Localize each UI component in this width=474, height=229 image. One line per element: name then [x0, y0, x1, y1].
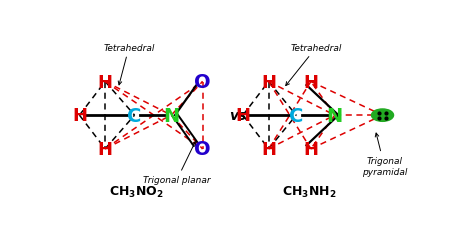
- Text: H: H: [303, 140, 319, 158]
- Text: $\mathit{\mathbf{CH_3NO_2}}$: $\mathit{\mathbf{CH_3NO_2}}$: [109, 185, 164, 200]
- Text: N: N: [327, 106, 343, 125]
- Text: Trigonal
pyramidal: Trigonal pyramidal: [362, 134, 407, 176]
- Ellipse shape: [372, 109, 393, 122]
- Text: O: O: [194, 73, 211, 92]
- Text: C: C: [289, 106, 303, 125]
- Text: $\mathit{\mathbf{CH_3NH_2}}$: $\mathit{\mathbf{CH_3NH_2}}$: [282, 185, 337, 200]
- Text: H: H: [236, 107, 250, 125]
- Text: H: H: [98, 73, 113, 91]
- Text: H: H: [261, 140, 276, 158]
- Text: H: H: [98, 140, 113, 158]
- Text: C: C: [128, 106, 142, 125]
- Text: H: H: [72, 107, 87, 125]
- Text: H: H: [303, 73, 319, 91]
- Text: Tetrahedral: Tetrahedral: [286, 44, 342, 86]
- Text: vs: vs: [229, 109, 246, 123]
- Text: Tetrahedral: Tetrahedral: [103, 44, 155, 85]
- Text: N: N: [163, 106, 180, 125]
- Text: Trigonal planar: Trigonal planar: [143, 142, 210, 185]
- Text: H: H: [261, 73, 276, 91]
- Text: O: O: [194, 140, 211, 159]
